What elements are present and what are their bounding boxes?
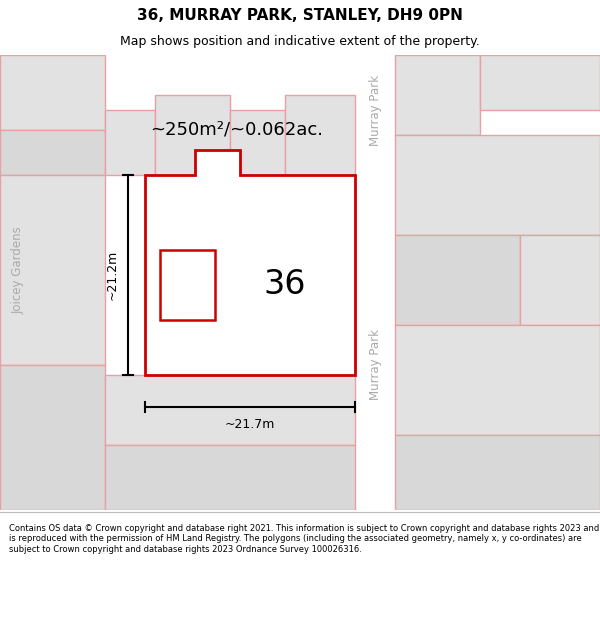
Polygon shape <box>105 110 155 175</box>
Polygon shape <box>230 110 285 175</box>
Polygon shape <box>105 375 355 445</box>
Text: Contains OS data © Crown copyright and database right 2021. This information is : Contains OS data © Crown copyright and d… <box>9 524 599 554</box>
Polygon shape <box>145 150 355 375</box>
Polygon shape <box>0 365 105 510</box>
Polygon shape <box>160 250 215 320</box>
Polygon shape <box>395 235 520 325</box>
Polygon shape <box>395 325 600 435</box>
Polygon shape <box>395 135 600 235</box>
Polygon shape <box>395 55 480 135</box>
Polygon shape <box>480 55 600 110</box>
Text: Map shows position and indicative extent of the property.: Map shows position and indicative extent… <box>120 35 480 48</box>
Polygon shape <box>395 435 600 510</box>
Polygon shape <box>520 235 600 325</box>
Text: ~21.2m: ~21.2m <box>106 250 119 300</box>
Polygon shape <box>105 175 145 375</box>
Polygon shape <box>355 55 395 510</box>
Text: 36, MURRAY PARK, STANLEY, DH9 0PN: 36, MURRAY PARK, STANLEY, DH9 0PN <box>137 8 463 23</box>
Text: Murray Park: Murray Park <box>368 74 382 146</box>
Polygon shape <box>0 130 105 175</box>
Polygon shape <box>105 445 355 510</box>
Text: 36: 36 <box>264 269 306 301</box>
Polygon shape <box>0 55 105 130</box>
Text: Murray Park: Murray Park <box>368 329 382 401</box>
Text: ~250m²/~0.062ac.: ~250m²/~0.062ac. <box>150 121 323 139</box>
Polygon shape <box>155 95 230 175</box>
Polygon shape <box>285 95 355 175</box>
Polygon shape <box>225 200 350 365</box>
Polygon shape <box>0 175 105 365</box>
Text: Joicey Gardens: Joicey Gardens <box>11 226 25 314</box>
Text: ~21.7m: ~21.7m <box>225 419 275 431</box>
